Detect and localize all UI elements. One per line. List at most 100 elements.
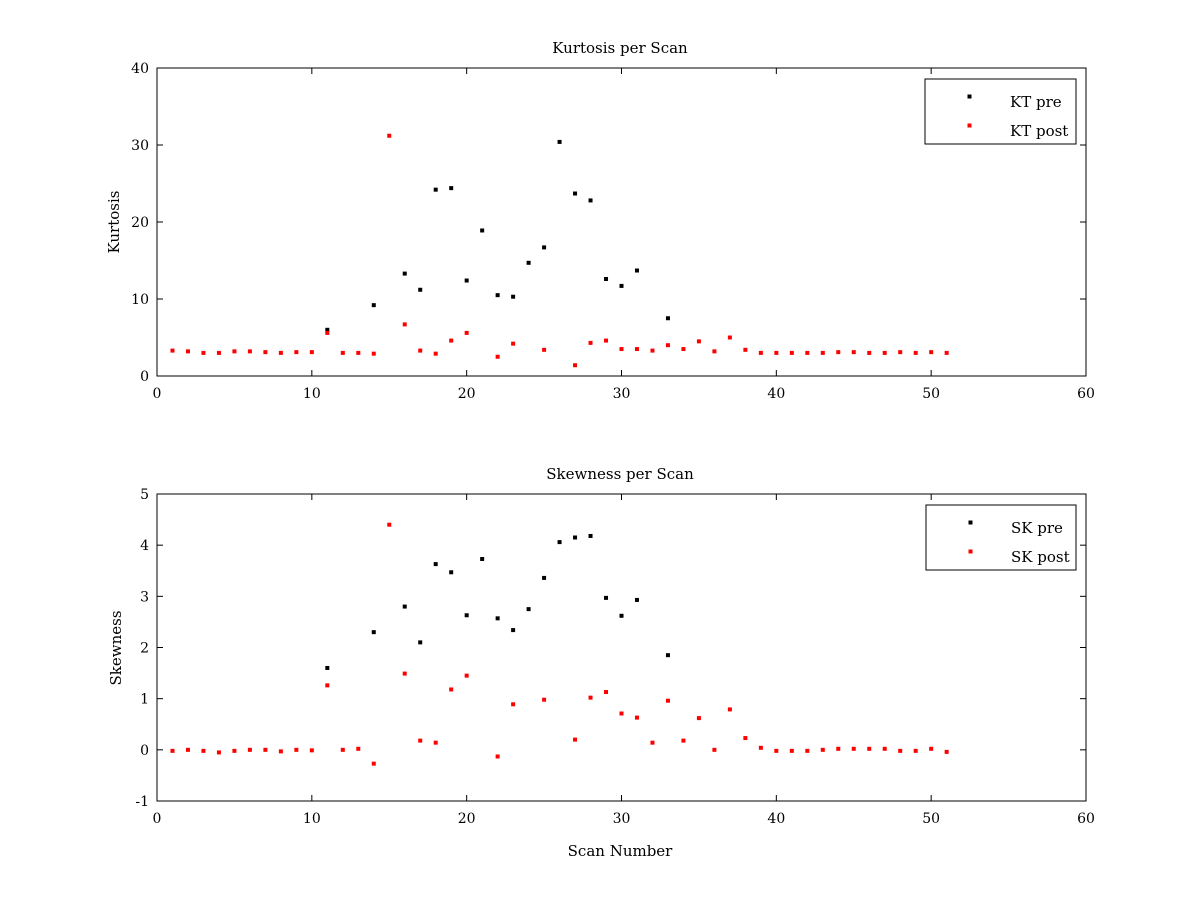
kurtosis-y-tick-label: 20 (131, 215, 149, 231)
skewness-x-tick-label: 0 (153, 811, 162, 827)
skewness-pre-point (604, 595, 609, 600)
skewness-post-point (170, 748, 175, 753)
kurtosis-post-point (325, 330, 330, 335)
skewness-post-point (511, 702, 516, 707)
skewness-pre-point (325, 665, 330, 670)
kurtosis-post-point (604, 338, 609, 343)
kurtosis-post-point (913, 350, 918, 355)
kurtosis-pre-point (325, 327, 330, 332)
kurtosis-post-point (898, 350, 903, 355)
kurtosis-x-tick-label: 40 (767, 386, 785, 402)
kurtosis-post-point (309, 350, 314, 355)
kurtosis-post-point (882, 350, 887, 355)
kurtosis-pre-point (542, 245, 547, 250)
kurtosis-legend-label-post: KT post (1010, 122, 1068, 140)
kurtosis-post-point (944, 350, 949, 355)
kurtosis-post-point (634, 347, 639, 352)
kurtosis-post-point (789, 350, 794, 355)
skewness-x-tick-label: 20 (458, 811, 476, 827)
kurtosis-pre-point (495, 293, 500, 298)
skewness-pre-point (402, 604, 407, 609)
kurtosis-pre-point (665, 316, 670, 321)
skewness-post-point (387, 522, 392, 527)
kurtosis-legend-marker-pre (967, 94, 972, 99)
skewness-post-point (294, 747, 299, 752)
kurtosis-post-point (418, 348, 423, 353)
skewness-post-point (449, 687, 454, 692)
kurtosis-post-point (464, 330, 469, 335)
skewness-legend-label-post: SK post (1011, 548, 1070, 566)
kurtosis-x-tick-label: 10 (303, 386, 321, 402)
kurtosis-legend-marker-post (967, 123, 972, 128)
skewness-x-tick-label: 60 (1077, 811, 1095, 827)
kurtosis-post-point (774, 350, 779, 355)
skewness-legend: SK pre SK post (925, 504, 1077, 571)
skewness-post-point (263, 747, 268, 752)
kurtosis-pre-point (634, 268, 639, 273)
kurtosis-pre-point (604, 276, 609, 281)
skewness-y-tick-label: 1 (140, 692, 149, 708)
kurtosis-pre-point (418, 287, 423, 292)
skewness-post-point (573, 737, 578, 742)
skewness-post-point (232, 748, 237, 753)
kurtosis-y-tick-label: 30 (131, 138, 149, 154)
skewness-pre-point (418, 640, 423, 645)
kurtosis-post-point (588, 340, 593, 345)
skewness-post-point (340, 747, 345, 752)
skewness-pre-point (495, 616, 500, 621)
kurtosis-post-point (712, 349, 717, 354)
skewness-post-point (325, 683, 330, 688)
skewness-post-point (944, 749, 949, 754)
skewness-post-point (619, 711, 624, 716)
skewness-pre-point (433, 562, 438, 567)
skewness-pre-point (371, 630, 376, 635)
skewness-post-point (820, 747, 825, 752)
kurtosis-post-point (542, 347, 547, 352)
kurtosis-post-point (185, 349, 190, 354)
skewness-post-point (681, 738, 686, 743)
kurtosis-pre-point (526, 260, 531, 265)
kurtosis-pre-point (402, 271, 407, 276)
skewness-post-point (418, 738, 423, 743)
kurtosis-post-point (387, 133, 392, 138)
kurtosis-pre-point (433, 187, 438, 192)
skewness-x-tick-label: 10 (303, 811, 321, 827)
skewness-post-point (495, 754, 500, 759)
skewness-post-point (542, 697, 547, 702)
kurtosis-post-point (433, 351, 438, 356)
kurtosis-post-point (573, 363, 578, 368)
kurtosis-post-point (665, 343, 670, 348)
skewness-legend-marker-post (968, 549, 973, 554)
kurtosis-post-point (650, 348, 655, 353)
skewness-post-point (247, 747, 252, 752)
skewness-post-point (185, 747, 190, 752)
kurtosis-post-point (371, 351, 376, 356)
skewness-post-point (758, 745, 763, 750)
kurtosis-y-tick-label: 10 (131, 292, 149, 308)
skewness-post-point (216, 750, 221, 755)
skewness-y-tick-label: 5 (140, 487, 149, 503)
kurtosis-x-tick-label: 20 (458, 386, 476, 402)
skewness-pre-point (449, 570, 454, 575)
skewness-y-tick-label: -1 (135, 794, 149, 810)
skewness-x-axis-label: Scan Number (568, 842, 674, 860)
kurtosis-x-tick-label: 60 (1077, 386, 1095, 402)
skewness-post-point (929, 746, 934, 751)
skewness-pre-point (634, 597, 639, 602)
skewness-pre-point (464, 613, 469, 618)
skewness-post-point (634, 715, 639, 720)
skewness-post-point (836, 746, 841, 751)
kurtosis-pre-point (464, 278, 469, 283)
skewness-post-point (913, 748, 918, 753)
kurtosis-legend-box (924, 78, 1077, 145)
kurtosis-x-tick-label: 30 (613, 386, 631, 402)
skewness-post-point (789, 748, 794, 753)
kurtosis-post-point (216, 350, 221, 355)
skewness-post-point (371, 761, 376, 766)
skewness-x-tick-label: 50 (922, 811, 940, 827)
kurtosis-pre-point (588, 198, 593, 203)
skewness-pre-point (526, 607, 531, 612)
kurtosis-post-point (681, 347, 686, 352)
skewness-x-tick-label: 40 (767, 811, 785, 827)
